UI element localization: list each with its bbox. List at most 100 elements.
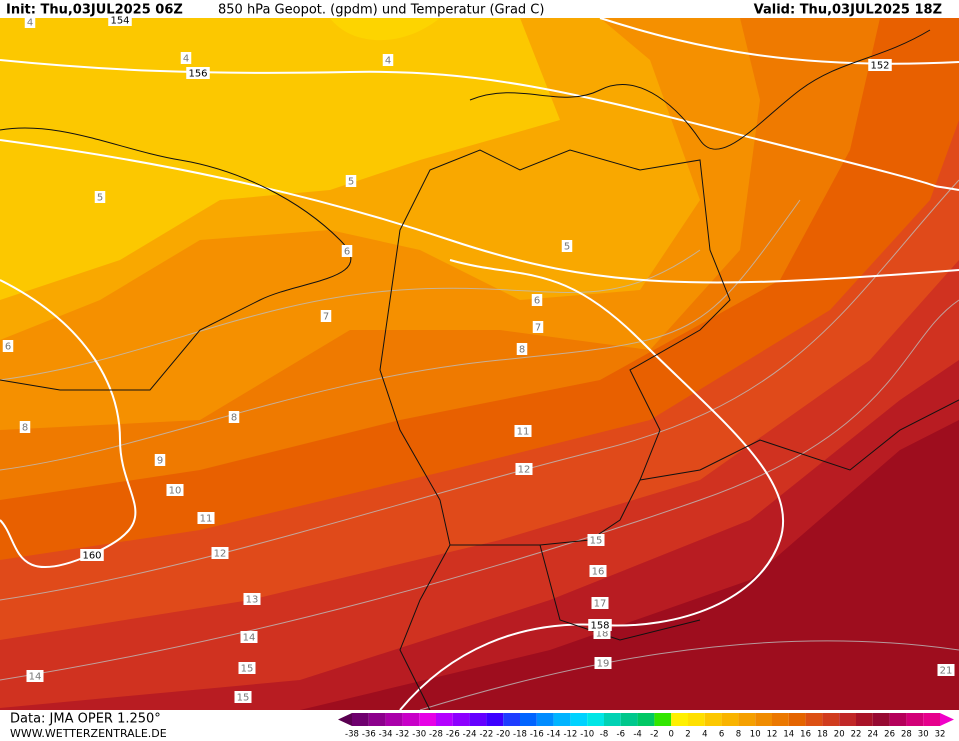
colorbar-swatch — [637, 713, 655, 726]
colorbar-label: -26 — [446, 730, 460, 740]
temperature-label-box — [937, 664, 955, 676]
temperature-label: 14 — [243, 633, 256, 644]
valid-time: Valid: Thu,03JUL2025 18Z — [754, 3, 942, 18]
geopotential-line — [399, 259, 785, 711]
isotherm — [0, 299, 959, 681]
colorbar-swatch — [469, 713, 487, 726]
colorbar-label: 4 — [702, 730, 707, 740]
colorbar-swatch — [587, 713, 604, 726]
header-bar — [0, 0, 959, 18]
temperature-label-box — [94, 191, 106, 203]
colorbar-label: -16 — [530, 730, 544, 740]
colorbar-label: -24 — [463, 730, 477, 740]
temperature-label: 21 — [940, 666, 953, 677]
temperature-label-box — [320, 310, 332, 322]
colorbar-swatch — [772, 713, 789, 726]
coastline — [0, 127, 352, 391]
temperature-label: 12 — [518, 465, 531, 476]
colorbar-label: -20 — [496, 730, 510, 740]
temperature-label-box — [532, 321, 544, 333]
geopotential-label: 156 — [188, 69, 207, 80]
colorbar-label: 22 — [851, 730, 862, 740]
map-title: 850 hPa Geopot. (gpdm) und Temperatur (G… — [218, 3, 544, 18]
colorbar-label: -2 — [650, 730, 658, 740]
colorbar-label: 2 — [685, 730, 690, 740]
temperature-label-box — [180, 52, 192, 64]
colorbar-swatch — [520, 713, 537, 726]
colorbar-swatch — [654, 713, 672, 726]
country-border — [379, 149, 731, 546]
colorbar-label: 20 — [834, 730, 845, 740]
colorbar-label: 14 — [783, 730, 794, 740]
colorbar-arrow — [338, 713, 352, 726]
colorbar-swatch — [620, 713, 638, 726]
isotherm — [419, 640, 959, 711]
colorbar-label: 6 — [719, 730, 724, 740]
temperature-label: 8 — [231, 413, 237, 424]
temperature-label: 4 — [183, 54, 189, 65]
geopotential-line — [0, 279, 137, 569]
colorbar-swatch — [436, 713, 453, 726]
band-3 — [330, 18, 440, 41]
colorbar-swatch — [570, 713, 588, 726]
geopotential-label-box — [868, 59, 892, 71]
colorbar-swatch — [352, 713, 369, 726]
colorbar-label: 0 — [668, 730, 673, 740]
geopotential-line — [599, 17, 959, 65]
colorbar-arrow — [940, 713, 954, 726]
colorbar-label: 10 — [750, 730, 761, 740]
colorbar-swatch — [822, 713, 840, 726]
temperature-label: 18 — [596, 629, 609, 640]
colorbar-swatch — [839, 713, 856, 726]
temperature-label: 4 — [27, 18, 33, 29]
temperature-label-box — [24, 16, 36, 28]
colorbar-label: 12 — [767, 730, 778, 740]
colorbar-label: -28 — [429, 730, 443, 740]
colorbar-swatch — [788, 713, 806, 726]
colorbar-swatch — [872, 713, 890, 726]
temperature-label-box — [154, 454, 166, 466]
temperature-label-box — [197, 512, 215, 524]
colorbar-label: -4 — [633, 730, 641, 740]
colorbar-label: -34 — [379, 730, 393, 740]
temperature-label: 17 — [594, 599, 607, 610]
colorbar-label: 16 — [800, 730, 811, 740]
temperature-label-box — [2, 340, 14, 352]
colorbar-label: 26 — [884, 730, 895, 740]
temperature-label-box — [589, 565, 607, 577]
colorbar: -38 -36 -34 -32 -30 -28 -26 -24 -22 -20 -18 -16 -14-… — [338, 713, 954, 740]
temperature-label: 8 — [519, 345, 525, 356]
temperature-label: 6 — [5, 342, 11, 353]
temperature-label-box — [19, 421, 31, 433]
temperature-label: 4 — [385, 56, 391, 67]
temperature-label: 7 — [323, 312, 329, 323]
temperature-label: 19 — [597, 659, 610, 670]
temperature-label: 5 — [97, 193, 103, 204]
map-area — [0, 17, 959, 711]
temperature-label-box — [211, 547, 229, 559]
colorbar-swatch — [889, 713, 907, 726]
temperature-label-box — [166, 484, 184, 496]
colorbar-swatch — [385, 713, 403, 726]
temperature-label-box — [26, 670, 44, 682]
temperature-label-box — [531, 294, 543, 306]
geopotential-label: 152 — [870, 61, 889, 72]
init-time: Init: Thu,03JUL2025 06Z — [6, 3, 183, 18]
site-name: WWW.WETTERZENTRALE.DE — [10, 727, 167, 740]
colorbar-label: 8 — [736, 730, 741, 740]
colorbar-swatch — [688, 713, 705, 726]
colorbar-label: -32 — [395, 730, 409, 740]
colorbar-swatch — [402, 713, 420, 726]
colorbar-label: 24 — [867, 730, 878, 740]
country-border — [639, 399, 959, 481]
colorbar-swatch — [452, 713, 470, 726]
temperature-label-box — [228, 411, 240, 423]
geopotential-label-box — [108, 14, 132, 26]
temperature-label: 14 — [29, 672, 42, 683]
colorbar-swatch — [906, 713, 924, 726]
temperature-label-box — [587, 534, 605, 546]
band-4 — [0, 18, 560, 300]
isotherm — [0, 179, 959, 601]
temperature-label: 5 — [348, 177, 354, 188]
